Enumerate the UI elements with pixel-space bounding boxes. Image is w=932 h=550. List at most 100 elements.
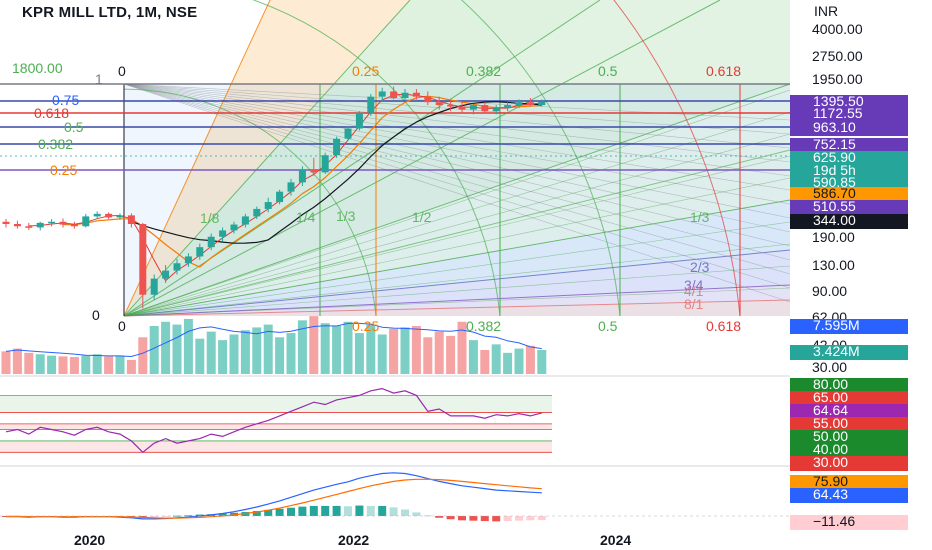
fan-arc: [613, 0, 741, 317]
axis-tag: 7.595M: [790, 317, 908, 334]
volume-bar: [81, 355, 91, 374]
fib-level-label: 1800.00: [12, 60, 63, 76]
volume-bar: [400, 327, 410, 374]
volume-bar: [35, 354, 45, 374]
candle-body: [2, 221, 10, 224]
macd-histogram-bar: [526, 516, 535, 521]
volume-bar: [468, 340, 478, 374]
fan-ray: [123, 149, 791, 317]
fib-level-label: 1: [95, 71, 103, 87]
fan-ray: [123, 221, 791, 317]
volume-bar: [514, 348, 524, 374]
macd-histogram-bar: [252, 510, 261, 516]
candle-body: [458, 106, 466, 110]
axis-tag-text: 64.64: [813, 402, 848, 418]
macd-histogram-bar: [446, 516, 455, 520]
candle-body: [504, 105, 512, 109]
axis-tag: 625.90: [790, 149, 908, 166]
fan-ray: [123, 111, 791, 317]
candle-body: [219, 230, 227, 237]
fan-ratio-label: 1/3: [690, 209, 710, 225]
axis-tag-text: 80.00: [813, 376, 848, 392]
candle-body: [276, 191, 284, 203]
rsi-band: [0, 395, 552, 413]
volume-bar: [161, 321, 171, 374]
volume-bar: [24, 352, 34, 374]
volume-bar: [423, 337, 433, 374]
fib-level-label: 0: [92, 307, 100, 323]
fan-ray: [123, 83, 791, 163]
candle-body: [82, 216, 90, 227]
macd-histogram-bar: [321, 505, 330, 516]
axis-tag: 3.424M: [790, 343, 908, 360]
fib-time-label: 0.25: [352, 63, 379, 79]
fib-level-label: 0.5: [64, 119, 84, 135]
time-axis[interactable]: 2020 2022 2024: [74, 532, 631, 548]
macd-histogram-bar: [378, 505, 387, 516]
candle-body: [196, 247, 204, 257]
axis-tag-bg: [790, 456, 908, 471]
volume-bar: [149, 326, 159, 374]
fib-level-label: 0.618: [34, 105, 69, 121]
fan-ray: [123, 83, 791, 149]
fib-time-label: 0.25: [352, 318, 379, 334]
axis-tag-text: 64.43: [813, 486, 848, 502]
macd-pane: [0, 472, 790, 522]
fan-ray: [123, 265, 791, 317]
volume-bar: [491, 344, 501, 374]
axis-tag: 510.55: [790, 198, 908, 215]
macd-line: [6, 472, 542, 520]
volume-pane: [0, 316, 790, 377]
price-axis[interactable]: INR 4000.00 2750.00 1950.00 190.00 130.00 90.0…: [790, 0, 932, 550]
macd-histogram-bar: [401, 509, 409, 516]
volume-bar: [537, 350, 547, 374]
volume-bar: [366, 324, 376, 374]
axis-tag-bg: [790, 488, 908, 503]
axis-tag-text: 1172.55: [813, 105, 863, 121]
volume-bar: [58, 356, 68, 374]
fib-time-label: 0.618: [706, 318, 741, 334]
rsi-line: [5, 387, 542, 454]
candle-body: [469, 105, 477, 110]
candle-body: [127, 215, 135, 224]
volume-bar: [480, 350, 490, 374]
fan-arc: [252, 0, 501, 317]
macd-histogram-bar: [435, 516, 444, 518]
macd-histogram-bar: [150, 516, 159, 518]
ma-line: [28, 93, 542, 282]
fib-grid: [0, 83, 790, 316]
volume-bar: [297, 320, 307, 374]
volume-bar: [115, 355, 125, 374]
fan-ray: [123, 83, 791, 121]
rsi-band: [0, 423, 552, 430]
axis-tag-bg: [790, 417, 908, 432]
year-tick: 2020: [74, 532, 105, 548]
volume-bar: [434, 331, 444, 374]
macd-histogram-bar: [275, 508, 284, 516]
volume-bar: [195, 338, 205, 374]
candle-body: [116, 215, 124, 218]
macd-histogram-bar: [480, 516, 489, 522]
candle-body: [401, 92, 409, 99]
macd-histogram-bar: [298, 506, 307, 516]
volume-bar: [389, 328, 399, 374]
candle-body: [447, 105, 455, 107]
axis-tag: 55.00: [790, 415, 908, 432]
candle-body: [390, 91, 398, 99]
volume-bar: [12, 348, 22, 374]
candle-body: [321, 155, 329, 173]
volume-bar: [354, 333, 364, 374]
axis-tag-bg: [790, 187, 908, 202]
fan-ratio-label: 4/1: [684, 283, 704, 299]
volume-bar: [525, 345, 535, 374]
fib-time-label: 0.5: [598, 318, 618, 334]
axis-tag: 344.00: [790, 212, 908, 229]
symbol-title[interactable]: KPR MILL LTD, 1M, NSE: [22, 4, 198, 21]
candle-body: [230, 224, 238, 231]
volume-bar: [286, 333, 296, 374]
candle-body: [93, 213, 101, 217]
axis-tag: 963.10: [790, 119, 908, 136]
volume-bar: [503, 352, 513, 374]
candle-body: [310, 169, 318, 173]
